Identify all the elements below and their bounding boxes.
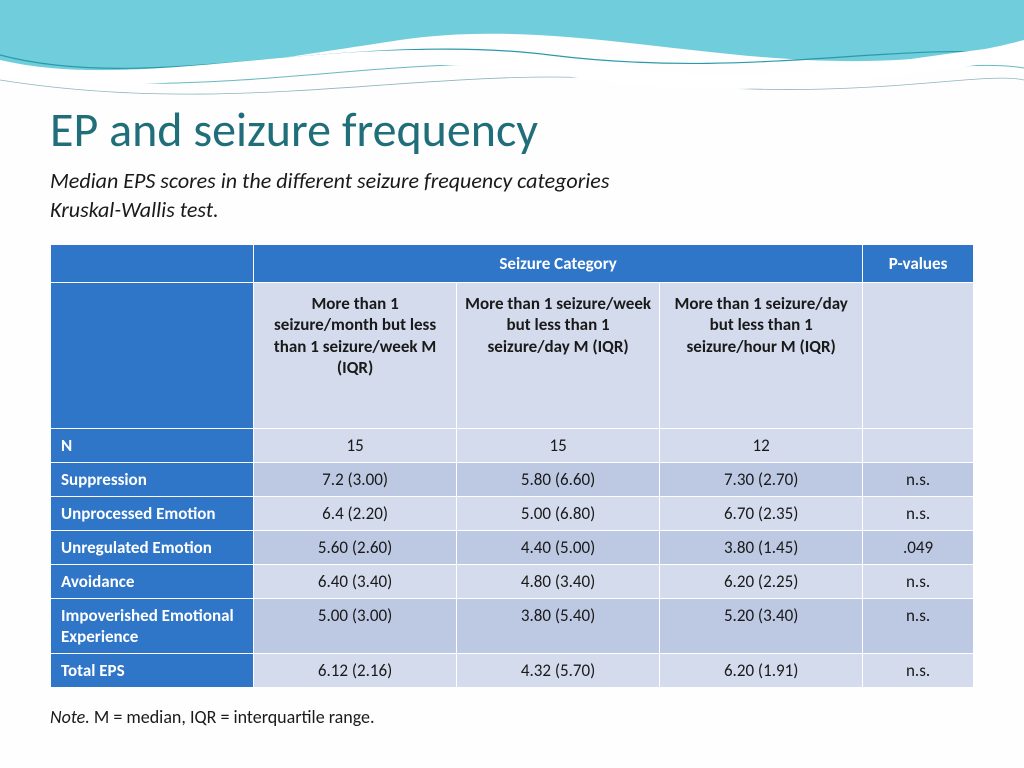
subtitle-line2: Kruskal-Wallis test.	[50, 196, 219, 223]
subheader-3: More than 1 seizure/day but less than 1 …	[660, 283, 863, 429]
row-label-unregulated: Unregulated Emotion	[51, 531, 254, 565]
footnote: Note. M = median, IQR = interquartile ra…	[50, 706, 974, 728]
row-label-unprocessed: Unprocessed Emotion	[51, 497, 254, 531]
cell: 4.80 (3.40)	[457, 565, 660, 599]
cell	[863, 429, 974, 463]
cell: n.s.	[863, 463, 974, 497]
cell: 6.20 (1.91)	[660, 654, 863, 688]
table-row: N 15 15 12	[51, 429, 974, 463]
cell: 5.20 (3.40)	[660, 599, 863, 654]
slide-title: EP and seizure frequency	[50, 0, 974, 159]
table-row: Total EPS 6.12 (2.16) 4.32 (5.70) 6.20 (…	[51, 654, 974, 688]
cell: 6.12 (2.16)	[254, 654, 457, 688]
slide-subtitle: Median EPS scores in the different seizu…	[50, 167, 974, 224]
note-text: M = median, IQR = interquartile range.	[90, 706, 375, 728]
note-label: Note.	[50, 706, 90, 728]
table-row: Unregulated Emotion 5.60 (2.60) 4.40 (5.…	[51, 531, 974, 565]
cell: 15	[457, 429, 660, 463]
row-label-suppression: Suppression	[51, 463, 254, 497]
cell: 3.80 (1.45)	[660, 531, 863, 565]
row-label-total: Total EPS	[51, 654, 254, 688]
header-seizure-category: Seizure Category	[254, 245, 863, 283]
cell: 7.2 (3.00)	[254, 463, 457, 497]
cell: 5.60 (2.60)	[254, 531, 457, 565]
cell: .049	[863, 531, 974, 565]
header-blank	[51, 245, 254, 283]
cell: n.s.	[863, 599, 974, 654]
table-row: Avoidance 6.40 (3.40) 4.80 (3.40) 6.20 (…	[51, 565, 974, 599]
cell: 5.80 (6.60)	[457, 463, 660, 497]
table-row: Unprocessed Emotion 6.4 (2.20) 5.00 (6.8…	[51, 497, 974, 531]
cell: 6.40 (3.40)	[254, 565, 457, 599]
eps-table: Seizure Category P-values More than 1 se…	[50, 244, 974, 688]
header-row-2: More than 1 seizure/month but less than …	[51, 283, 974, 429]
cell: 4.40 (5.00)	[457, 531, 660, 565]
subheader-2: More than 1 seizure/week but less than 1…	[457, 283, 660, 429]
cell: n.s.	[863, 565, 974, 599]
cell: 6.20 (2.25)	[660, 565, 863, 599]
row-label-avoidance: Avoidance	[51, 565, 254, 599]
cell: 12	[660, 429, 863, 463]
cell: n.s.	[863, 497, 974, 531]
header-row-1: Seizure Category P-values	[51, 245, 974, 283]
cell: 5.00 (6.80)	[457, 497, 660, 531]
row-label-n: N	[51, 429, 254, 463]
table-row: Impoverished Emotional Experience 5.00 (…	[51, 599, 974, 654]
cell: 7.30 (2.70)	[660, 463, 863, 497]
row-label-impoverished: Impoverished Emotional Experience	[51, 599, 254, 654]
cell: n.s.	[863, 654, 974, 688]
cell: 3.80 (5.40)	[457, 599, 660, 654]
subheader-pvalue-blank	[863, 283, 974, 429]
cell: 6.70 (2.35)	[660, 497, 863, 531]
subheader-blank	[51, 283, 254, 429]
cell: 15	[254, 429, 457, 463]
cell: 6.4 (2.20)	[254, 497, 457, 531]
cell: 4.32 (5.70)	[457, 654, 660, 688]
subtitle-line1: Median EPS scores in the different seizu…	[50, 167, 609, 194]
subheader-1: More than 1 seizure/month but less than …	[254, 283, 457, 429]
header-p-values: P-values	[863, 245, 974, 283]
cell: 5.00 (3.00)	[254, 599, 457, 654]
table-row: Suppression 7.2 (3.00) 5.80 (6.60) 7.30 …	[51, 463, 974, 497]
